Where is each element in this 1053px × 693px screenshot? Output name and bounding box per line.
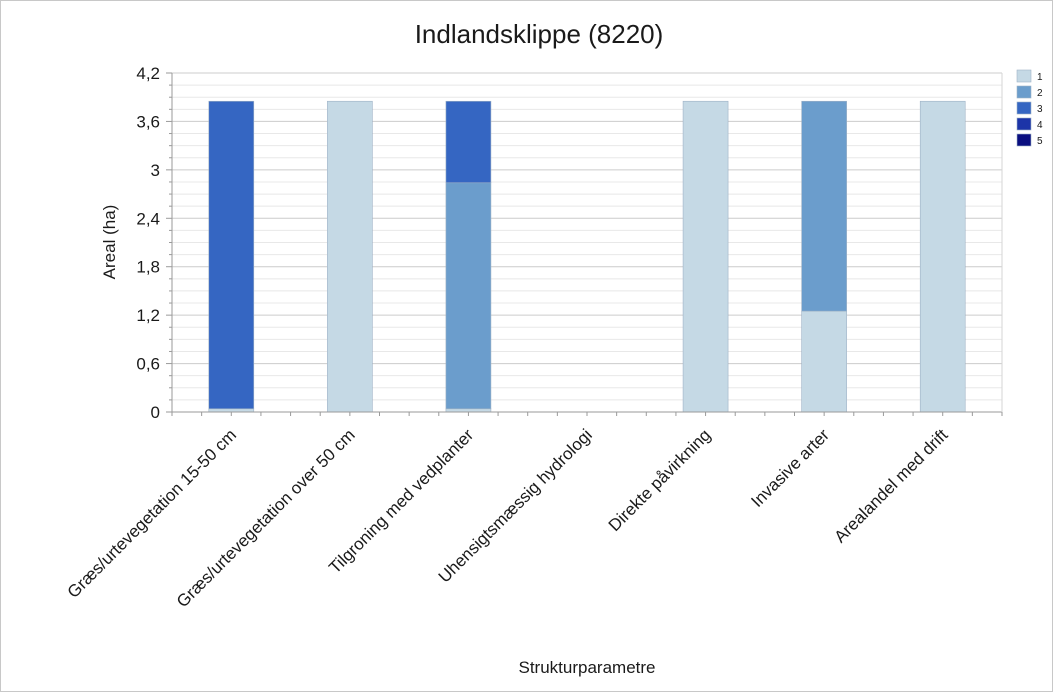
x-tick-label: Invasive arter bbox=[747, 425, 833, 511]
legend-label: 3 bbox=[1037, 104, 1043, 115]
legend-swatch bbox=[1016, 117, 1032, 131]
x-tick-label: Arealandel med drift bbox=[831, 425, 952, 546]
legend: 1 2 3 4 5 bbox=[1016, 69, 1043, 147]
bar-segment bbox=[208, 100, 255, 410]
y-tick-label: 1,8 bbox=[136, 258, 160, 277]
legend-label: 2 bbox=[1037, 88, 1043, 99]
axes bbox=[166, 72, 1003, 416]
legend-swatch bbox=[1016, 101, 1032, 115]
bar-segment bbox=[919, 100, 966, 413]
legend-label: 5 bbox=[1037, 136, 1043, 147]
legend-swatch bbox=[1016, 85, 1032, 99]
bar-segment bbox=[327, 100, 373, 413]
bar-segment bbox=[801, 100, 847, 312]
x-tick-labels: Græs/urtevegetation 15-50 cmGræs/urteveg… bbox=[64, 425, 952, 611]
y-tick-label: 1,2 bbox=[136, 306, 160, 325]
legend-swatch bbox=[1016, 133, 1032, 147]
bar-segment bbox=[445, 100, 492, 184]
y-axis-label: Areal (ha) bbox=[100, 205, 119, 280]
y-tick-label: 4,2 bbox=[136, 64, 160, 83]
y-tick-label: 0 bbox=[151, 403, 160, 422]
y-tick-label: 2,4 bbox=[136, 209, 160, 228]
legend-swatch bbox=[1016, 69, 1032, 83]
y-tick-labels: 0 0,6 1,2 1,8 2,4 3 3,6 4,2 bbox=[136, 64, 160, 422]
y-tick-label: 3 bbox=[151, 161, 160, 180]
bar-segment bbox=[682, 100, 729, 413]
legend-label: 4 bbox=[1037, 120, 1043, 131]
bar-segment bbox=[801, 310, 847, 413]
chart-title: Indlandsklippe (8220) bbox=[415, 19, 664, 49]
bars bbox=[208, 100, 966, 413]
grid-lines bbox=[172, 72, 1002, 401]
y-tick-label: 0,6 bbox=[136, 355, 160, 374]
bar-segment bbox=[445, 182, 492, 410]
x-tick-label: Direkte påvirkning bbox=[605, 425, 715, 535]
legend-label: 1 bbox=[1037, 72, 1043, 83]
y-tick-label: 3,6 bbox=[136, 112, 160, 131]
x-axis-label: Strukturparametre bbox=[519, 658, 656, 677]
